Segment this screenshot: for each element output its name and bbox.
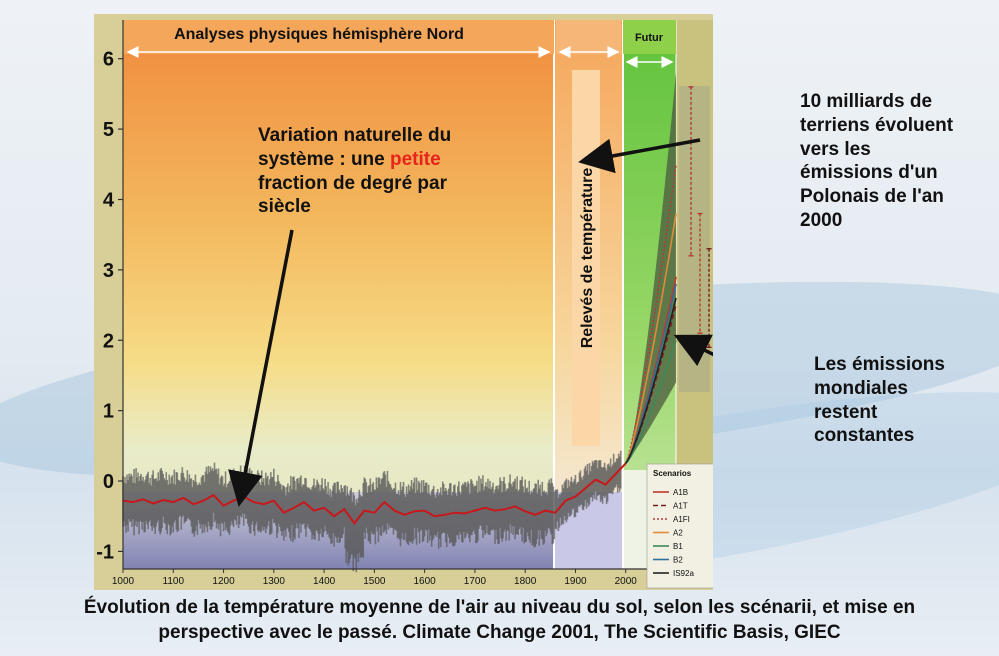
x-tick-label: 1100: [163, 576, 185, 587]
scenario-line-a1fi: [624, 164, 677, 464]
annotation-line: Polonais de l'an: [800, 186, 944, 207]
annotation-text: système : une: [258, 148, 390, 170]
x-tick-label: 2000: [615, 576, 638, 587]
scenario-line-b1: [625, 340, 677, 464]
temperature-figure: Analyses physiques hémisphère Nord Futur…: [94, 14, 713, 590]
annotation-line: constantes: [814, 425, 915, 447]
annotation-line: mondiales: [814, 377, 908, 399]
y-tick-label: -1: [96, 541, 114, 563]
arrow-high-emissions: [578, 138, 701, 174]
caption-line: Évolution de la température moyenne de l…: [83, 597, 916, 618]
header-future-bar: [623, 20, 676, 54]
instrumental-label: Relevés de température: [579, 168, 596, 349]
annotation-line: siècle: [258, 196, 311, 218]
x-axis-ticks: 1000 1100 1200 1300 1400 1500 1600 1700 1800 1900…: [112, 569, 688, 587]
legend-label: B1: [673, 542, 683, 551]
legend-title: Scenarios: [653, 469, 692, 478]
annotation-natural-variation: Variation naturelle du système : une pet…: [258, 124, 528, 219]
annotation-high-emissions: 10 milliards de terriens évoluent vers l…: [800, 90, 990, 233]
legend-label: A1FI: [673, 515, 690, 524]
x-tick-label: 1300: [263, 576, 286, 587]
annotation-line: émissions d'un: [800, 162, 938, 184]
y-axis-ticks: -1 0 1 2 3 4 5 6: [96, 49, 123, 563]
y-tick-label: 3: [103, 260, 114, 282]
annotation-line: 2000: [800, 209, 843, 231]
annotation-highlight: petite: [390, 148, 441, 170]
arrow-natural-variation: [228, 229, 294, 507]
y-tick-label: 2: [103, 330, 114, 352]
legend-label: B2: [673, 556, 683, 565]
x-tick-label: 1000: [112, 576, 135, 587]
y-tick-label: 5: [103, 119, 114, 141]
legend-label: IS92a: [673, 569, 694, 578]
legend-label: A1T: [673, 502, 688, 511]
y-tick-label: 6: [103, 49, 114, 71]
x-tick-label: 1500: [363, 576, 386, 587]
annotation-line: restent: [814, 401, 878, 423]
y-tick-label: 0: [103, 471, 114, 493]
x-tick-label: 1800: [514, 576, 537, 587]
temperature-chart: Analyses physiques hémisphère Nord Futur…: [96, 20, 713, 589]
scenario-lines: [624, 164, 677, 464]
y-tick-label: 1: [103, 401, 114, 423]
scenario-line-is92a: [625, 297, 677, 464]
projection-envelope: [625, 72, 676, 464]
legend-label: A1B: [673, 488, 688, 497]
legend-box: [646, 463, 713, 589]
legend-label: A2: [673, 529, 683, 538]
past-temperature-line: [122, 462, 627, 525]
header-instrumental-bar: [556, 20, 621, 54]
x-tick-label: 1900: [564, 576, 587, 587]
annotation-line: fraction de degré par: [258, 172, 447, 194]
annotation-line: Les émissions: [814, 354, 945, 375]
header-reconstruction-label: Analyses physiques hémisphère Nord: [174, 26, 464, 43]
annotation-line: vers les: [800, 138, 871, 160]
scenario-line-a2: [624, 213, 677, 464]
x-tick-label: 1700: [464, 576, 487, 587]
y-tick-label: 4: [103, 189, 115, 211]
caption-line: perspective avec le passé. Climate Chang…: [158, 621, 841, 643]
header-future-label: Futur: [635, 32, 664, 44]
instrumental-label-panel: [572, 70, 600, 446]
annotation-constant-emissions: Les émissions mondiales restent constant…: [814, 353, 994, 448]
annotation-line: terriens évoluent: [800, 114, 954, 136]
annotation-line: 10 milliards de: [800, 91, 933, 112]
x-tick-label: 1400: [313, 576, 336, 587]
annotation-line: système : une petite: [258, 148, 528, 172]
scenario-legend: Scenarios A1B A1T A1FI A2 B1 B2 IS92a: [646, 463, 713, 589]
x-tick-label: 1200: [212, 576, 235, 587]
annotation-line: Variation naturelle du: [258, 125, 452, 146]
x-tick-label: 1600: [414, 576, 437, 587]
figure-caption: Évolution de la température moyenne de l…: [0, 596, 999, 645]
arrow-constant-emissions: [673, 334, 713, 367]
